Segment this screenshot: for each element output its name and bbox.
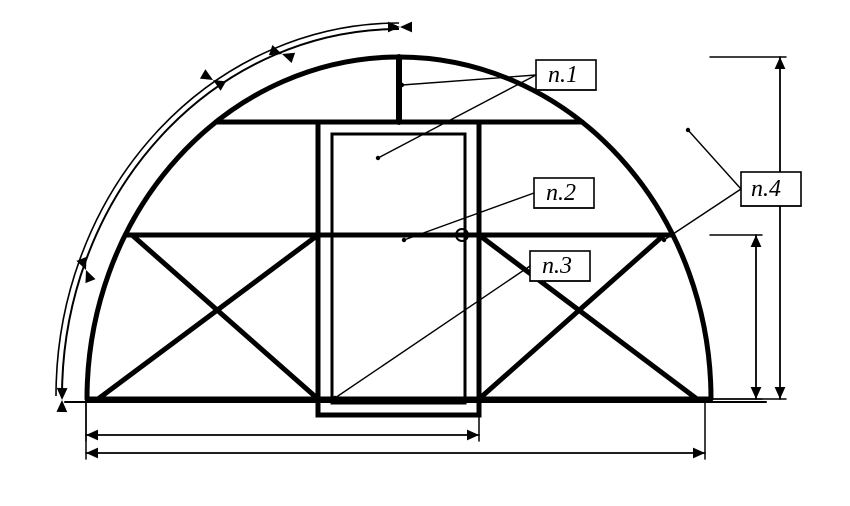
label-p2: п.2: [546, 180, 576, 206]
label-p4: п.4: [751, 176, 781, 202]
label-p1: п.1: [548, 62, 578, 88]
label-p3: п.3: [542, 253, 572, 279]
diagram-canvas: п.1 п.2 п.3 п.4: [0, 0, 850, 506]
callout-p3: п.3: [333, 251, 590, 400]
